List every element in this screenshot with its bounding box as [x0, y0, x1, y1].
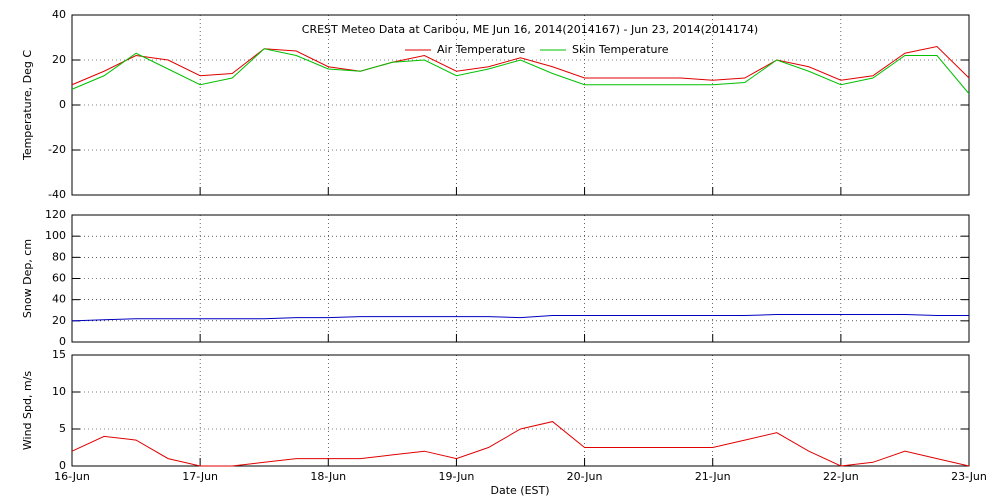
x-tick-label: 22-Jun [823, 470, 859, 483]
y-tick-label: 15 [52, 348, 66, 361]
x-tick-label: 19-Jun [439, 470, 475, 483]
y-tick-label: 10 [52, 385, 66, 398]
y-tick-label: 5 [59, 422, 66, 435]
y-tick-label: 60 [52, 272, 66, 285]
y-tick-label: 0 [59, 335, 66, 348]
x-axis-label: Date (EST) [490, 484, 549, 497]
y-tick-label: 120 [45, 208, 66, 221]
x-tick-label: 23-Jun [951, 470, 987, 483]
y-tick-label: 0 [59, 98, 66, 111]
data-line [71, 421, 970, 467]
y-tick-label: 40 [52, 293, 66, 306]
data-line [71, 48, 970, 95]
plot-frame [71, 214, 970, 343]
y-axis-label: Temperature, Deg C [21, 50, 34, 161]
y-tick-label: 40 [52, 8, 66, 21]
x-tick-label: 17-Jun [182, 470, 218, 483]
data-line [71, 45, 970, 86]
x-tick-label: 18-Jun [310, 470, 346, 483]
chart-title: CREST Meteo Data at Caribou, ME Jun 16, … [302, 23, 758, 36]
y-tick-label: -40 [48, 188, 66, 201]
x-tick-label: 16-Jun [54, 470, 90, 483]
plot-frame [71, 354, 970, 467]
x-tick-label: 20-Jun [567, 470, 603, 483]
legend-label: Skin Temperature [572, 43, 669, 56]
y-axis-label: Wind Spd, m/s [21, 371, 34, 451]
data-line [71, 313, 969, 322]
y-tick-label: 100 [45, 229, 66, 242]
plot-frame [71, 14, 970, 196]
y-tick-label: 0 [59, 459, 66, 472]
x-tick-label: 21-Jun [695, 470, 731, 483]
y-tick-label: 20 [52, 53, 66, 66]
y-tick-label: 20 [52, 314, 66, 327]
legend-label: Air Temperature [437, 43, 526, 56]
y-tick-label: -20 [48, 143, 66, 156]
y-axis-label: Snow Dep, cm [21, 239, 34, 318]
y-tick-label: 80 [52, 250, 66, 263]
